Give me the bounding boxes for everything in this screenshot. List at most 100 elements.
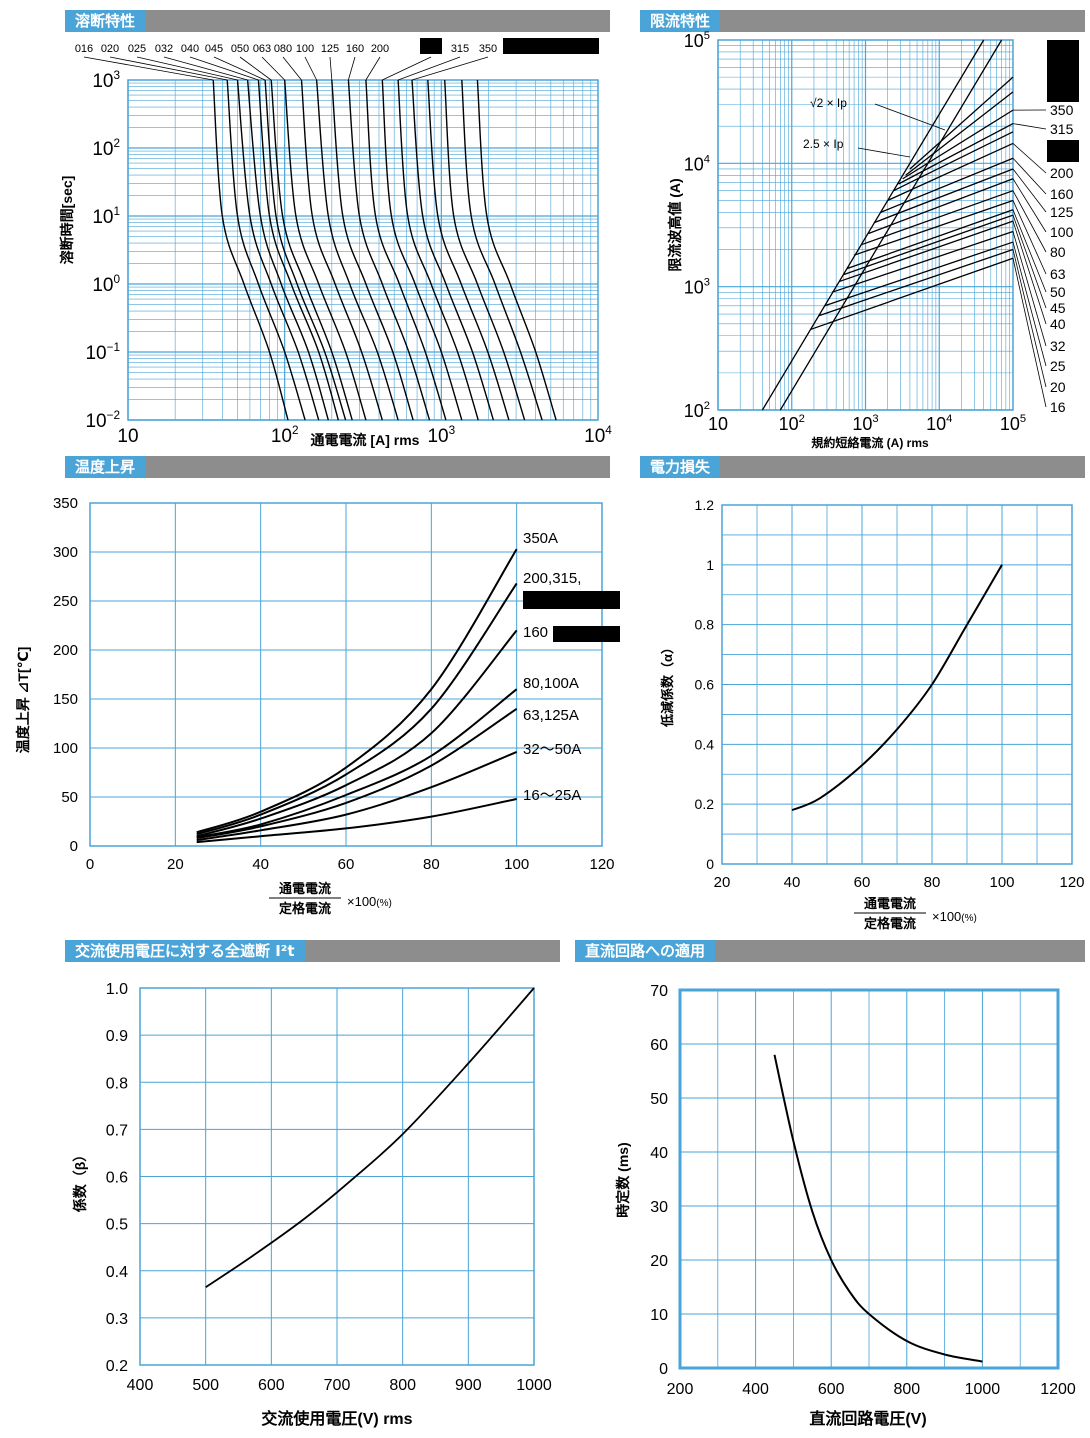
y-tick-label: 0.6: [695, 677, 715, 693]
plot-frame: [678, 988, 1060, 1370]
series-label: 32〜50A: [523, 741, 581, 758]
series-line: [853, 199, 1014, 256]
y-tick-label: 103: [92, 69, 120, 92]
y-axis-label: 温度上昇 ⊿T[℃]: [15, 647, 31, 753]
series-line: [411, 79, 495, 421]
rating-label: 350: [1050, 102, 1074, 118]
x-tick-label: 1000: [965, 1381, 1001, 1398]
series-line: [284, 79, 367, 421]
y-tick-label: 105: [684, 30, 710, 51]
series-line: [381, 79, 463, 421]
x-tick-label: 10: [117, 426, 138, 447]
annotation-leader: [874, 103, 946, 131]
x-tick-label: 102: [271, 424, 299, 447]
y-tick-label: 0: [659, 1361, 668, 1378]
x-tick-label: 400: [127, 1377, 154, 1394]
redaction-block: [503, 38, 599, 54]
chart-power: 20 40 60 80 100 120 0 0.2 0.4 0.6 0.8 1 1.2 低減係数（α） 通電…: [660, 497, 1085, 931]
y-tick-label: 20: [650, 1253, 668, 1270]
rating-leader: [109, 56, 228, 81]
rating-label: 63: [1050, 266, 1066, 282]
header-limiting-tag: 限流特性: [640, 10, 721, 32]
rating-label: 020: [101, 43, 119, 55]
x-tick-label: 40: [252, 856, 269, 873]
rating-label: 315: [1050, 121, 1074, 137]
y-tick-label: 300: [53, 544, 78, 561]
redaction-block: [1047, 140, 1079, 162]
y-tick-label: 0: [70, 838, 78, 855]
rating-label: 315: [451, 43, 469, 55]
x-tick-label: 600: [818, 1381, 845, 1398]
rating-leader: [1012, 168, 1047, 213]
series-line: [843, 214, 1014, 276]
rating-label: 050: [231, 43, 249, 55]
rating-leader: [382, 56, 432, 81]
series-line: [461, 79, 543, 421]
rating-leader: [411, 56, 489, 81]
rating-label: 32: [1050, 338, 1066, 354]
rating-leader: [1012, 200, 1047, 275]
rating-label: 200: [1050, 165, 1074, 181]
series-line: [226, 79, 306, 421]
rating-label: 125: [1050, 204, 1074, 220]
series-line: [893, 131, 1014, 192]
rating-label: 100: [1050, 224, 1074, 240]
series-line: [236, 79, 320, 421]
rating-leader: [1012, 220, 1047, 325]
x-axis-label-unit: (%): [376, 898, 392, 909]
plot-frame: [139, 987, 535, 1366]
rating-label: 160: [346, 43, 364, 55]
series-line: [861, 190, 1014, 246]
plot-frame: [717, 39, 1014, 411]
x-tick-label: 120: [1059, 874, 1084, 891]
annotation-label: √2 × Ip: [810, 96, 847, 110]
x-axis-label: 直流回路電圧(V): [809, 1409, 926, 1428]
redaction-block: [1047, 40, 1079, 102]
rating-label: 025: [128, 43, 146, 55]
x-axis-label-den: 定格電流: [863, 916, 916, 931]
rating-label: 016: [75, 43, 93, 55]
series-line: [264, 79, 347, 421]
x-axis-label: 交流使用電圧(V) rms: [261, 1409, 412, 1428]
y-tick-label: 1: [706, 557, 714, 573]
rating-label: 80: [1050, 244, 1066, 260]
y-axis-label: 係数（β）: [72, 1148, 88, 1213]
x-tick-label: 0: [86, 856, 94, 873]
header-dc: 直流回路への適用: [575, 940, 1085, 962]
series-line: [270, 79, 353, 421]
chart-ac: 400 500 600 700 800 900 1000 0.2 0.3 0.4 0.5 0.6 0.7…: [72, 981, 552, 1428]
series-line: [902, 109, 1014, 180]
series-line: [773, 1054, 983, 1363]
series-line: [257, 79, 339, 421]
series-line: [824, 241, 1014, 307]
y-tick-label: 70: [650, 983, 668, 1000]
x-axis-label-suffix: ×100(%): [932, 909, 977, 924]
rating-leader: [213, 56, 266, 81]
redaction-block: [523, 591, 620, 609]
rating-label: 200: [371, 43, 389, 55]
rating-label: 040: [181, 43, 199, 55]
x-tick-label: 80: [423, 856, 440, 873]
x-tick-label: 104: [926, 413, 952, 434]
y-tick-label: 0.2: [106, 1358, 128, 1375]
y-tick-label: 100: [53, 740, 78, 757]
rating-leader: [261, 56, 285, 81]
rating-leader: [1012, 209, 1047, 293]
rating-label: 125: [321, 43, 339, 55]
header-ac: 交流使用電圧に対する全遮断 I²t: [65, 940, 560, 962]
series-line: [887, 142, 1014, 202]
header-power: 電力損失: [640, 456, 1085, 478]
rating-label: 032: [155, 43, 173, 55]
series-label: 80,100A: [523, 675, 579, 692]
series-line: [880, 157, 1014, 214]
x-tick-label: 500: [192, 1377, 219, 1394]
series-line: [315, 79, 399, 421]
series-line: [196, 707, 518, 840]
y-tick-label: 50: [61, 789, 78, 806]
y-axis-label: 溶断時間[sec]: [59, 176, 75, 265]
series-line: [347, 79, 431, 421]
y-tick-label: 40: [650, 1145, 668, 1162]
chart-melting: 10 102 103 104 103 102 101 100 10−1 10−2 溶断時間[sec]…: [59, 38, 612, 448]
series-line: [196, 798, 517, 844]
